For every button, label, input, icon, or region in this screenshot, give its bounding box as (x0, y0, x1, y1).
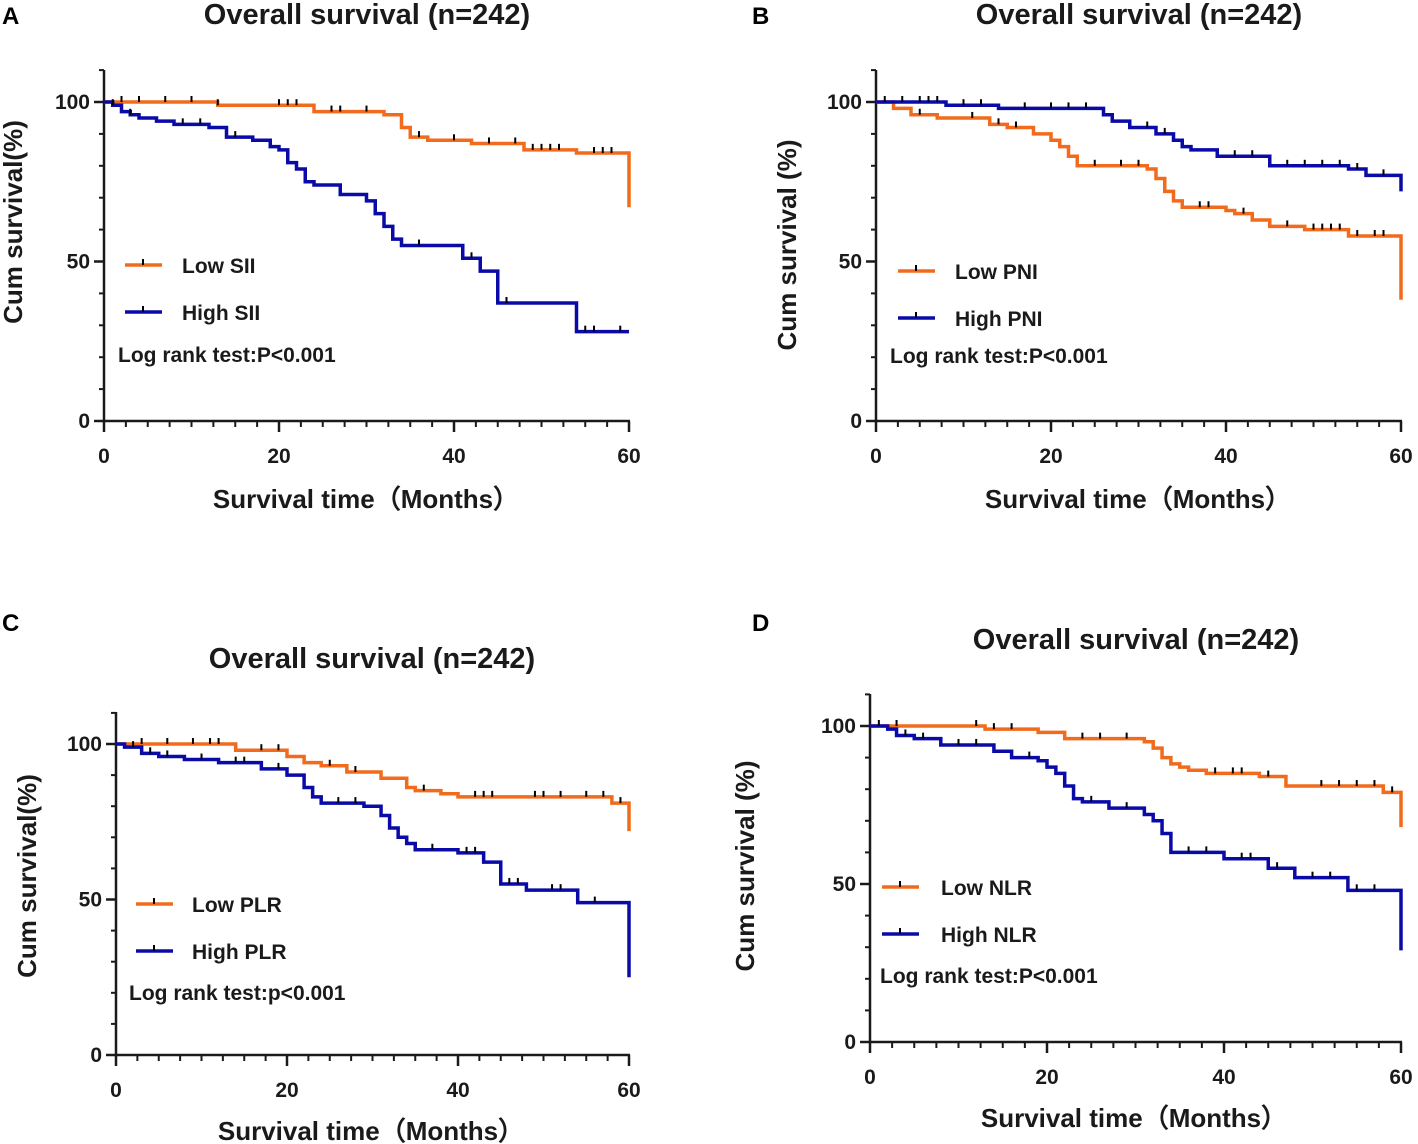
panel-a: A Overall survival (n=242) Cum survival(… (0, 0, 641, 514)
x-tick-label: 60 (1389, 1066, 1412, 1089)
axes: 0 50 100 0 20 40 60 (827, 69, 1413, 468)
y-tick-label: 0 (78, 410, 90, 433)
survival-curve-low (876, 100, 1403, 300)
y-tick-label: 100 (821, 715, 856, 738)
chart-title: Overall survival (n=242) (973, 624, 1299, 656)
survival-curve-low (104, 100, 631, 208)
legend-label-high: High NLR (941, 924, 1037, 947)
panel-label: D (752, 610, 769, 637)
y-tick-label: 100 (827, 91, 862, 114)
x-tick-label: 0 (864, 1066, 876, 1089)
survival-curves (870, 720, 1403, 951)
legend-label-low: Low NLR (941, 877, 1032, 900)
legend: Low PNI High PNI (898, 261, 1043, 331)
survival-curves (876, 96, 1403, 300)
survival-curve-low (116, 742, 631, 832)
panel-b: B Overall survival (n=242) Cum survival … (752, 0, 1413, 514)
x-tick-label: 20 (267, 445, 290, 468)
chart-title: Overall survival (n=242) (204, 0, 530, 31)
x-tick-label: 60 (1389, 445, 1412, 468)
legend-label-low: Low PLR (192, 894, 282, 917)
x-axis-label: Survival time（Months） (985, 484, 1291, 514)
x-tick-label: 0 (98, 445, 110, 468)
x-tick-label: 0 (110, 1079, 122, 1102)
legend: Low SII High SII (125, 255, 260, 325)
survival-curve-high (870, 724, 1403, 951)
x-axis-label: Survival time（Months） (218, 1116, 524, 1144)
x-tick-label: 60 (617, 445, 640, 468)
y-tick-label: 0 (90, 1044, 102, 1067)
chart-title: Overall survival (n=242) (209, 643, 535, 675)
panel-c: C Overall survival (n=242) Cum survival(… (2, 610, 641, 1144)
y-axis-label: Cum survival (%) (772, 140, 802, 351)
legend: Low NLR High NLR (882, 877, 1037, 947)
x-axis-label: Survival time（Months） (213, 484, 519, 514)
y-axis-label: Cum survival(%) (0, 120, 28, 324)
x-tick-label: 20 (275, 1079, 298, 1102)
survival-curves (116, 738, 631, 978)
survival-curve-high (116, 742, 631, 978)
log-rank-note: Log rank test:P<0.001 (118, 344, 336, 367)
x-tick-label: 0 (870, 445, 882, 468)
chart-title: Overall survival (n=242) (976, 0, 1302, 31)
panel-d: D Overall survival (n=242) Cum survival … (730, 610, 1413, 1133)
y-tick-label: 0 (850, 410, 862, 433)
x-tick-label: 40 (446, 1079, 469, 1102)
axes: 0 50 100 0 20 40 60 (67, 711, 641, 1102)
panel-label: B (752, 3, 769, 30)
x-tick-label: 40 (1212, 1066, 1235, 1089)
y-tick-label: 50 (833, 873, 856, 896)
y-tick-label: 50 (79, 889, 102, 912)
axes: 0 50 100 0 20 40 60 (55, 69, 641, 468)
y-tick-label: 100 (67, 733, 102, 756)
survival-curve-high (104, 100, 629, 334)
panel-label: A (2, 3, 19, 30)
legend-label-low: Low PNI (955, 261, 1038, 284)
x-axis-label: Survival time（Months） (981, 1103, 1287, 1133)
legend-label-high: High PLR (192, 941, 287, 964)
y-tick-label: 50 (67, 251, 90, 274)
x-tick-label: 40 (1214, 445, 1237, 468)
log-rank-note: Log rank test:p<0.001 (129, 982, 346, 1005)
survival-curves (104, 96, 631, 334)
axes: 0 50 100 0 20 40 60 (821, 693, 1413, 1089)
log-rank-note: Log rank test:P<0.001 (890, 345, 1108, 368)
y-axis-label: Cum survival (%) (730, 761, 760, 972)
y-axis-label: Cum survival(%) (12, 774, 42, 978)
legend-label-low: Low SII (182, 255, 256, 278)
y-tick-label: 0 (844, 1031, 856, 1054)
legend-label-high: High SII (182, 302, 260, 325)
survival-curve-high (876, 100, 1403, 192)
y-tick-label: 50 (839, 251, 862, 274)
x-tick-label: 20 (1035, 1066, 1058, 1089)
y-tick-label: 100 (55, 91, 90, 114)
legend: Low PLR High PLR (136, 894, 287, 964)
x-tick-label: 40 (442, 445, 465, 468)
legend-label-high: High PNI (955, 308, 1043, 331)
panel-label: C (2, 610, 19, 637)
log-rank-note: Log rank test:P<0.001 (880, 965, 1098, 988)
survival-curve-low (870, 724, 1403, 828)
x-tick-label: 60 (617, 1079, 640, 1102)
x-tick-label: 20 (1039, 445, 1062, 468)
